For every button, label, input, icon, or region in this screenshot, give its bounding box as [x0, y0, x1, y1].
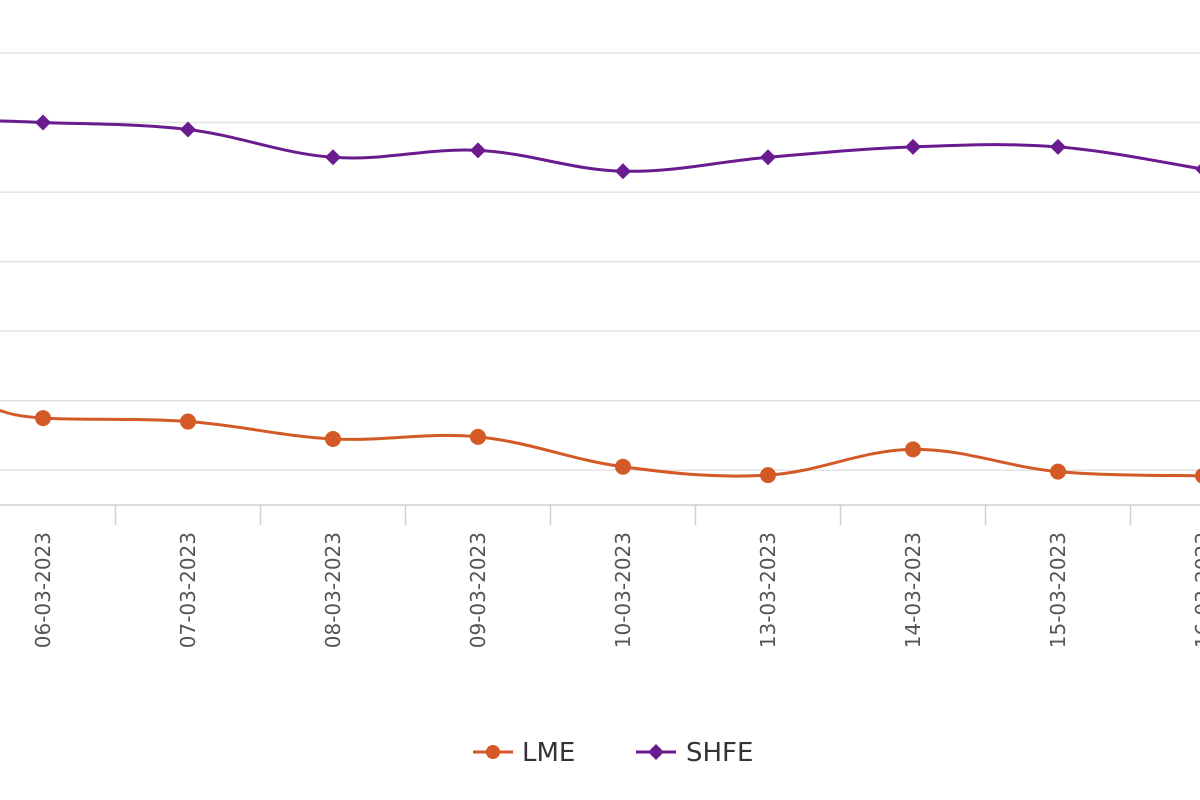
- data-point-shfe[interactable]: [615, 163, 631, 180]
- legend-marker-lme: [486, 745, 500, 759]
- x-tick-label: 06-03-2023: [31, 532, 55, 648]
- data-point-shfe[interactable]: [35, 114, 51, 131]
- x-tick-label: 13-03-2023: [756, 532, 780, 648]
- legend-label-lme: LME: [522, 738, 575, 768]
- data-point-shfe[interactable]: [180, 121, 196, 138]
- series-layer: [0, 114, 1200, 484]
- series-shfe: [0, 114, 1200, 180]
- legend-item-shfe[interactable]: SHFE: [636, 738, 753, 768]
- series-line-lme: [0, 408, 1200, 478]
- legend-item-lme[interactable]: LME: [473, 738, 575, 768]
- data-point-shfe[interactable]: [470, 142, 486, 159]
- x-tick-label: 09-03-2023: [466, 532, 490, 648]
- data-point-lme[interactable]: [470, 428, 486, 445]
- data-point-shfe[interactable]: [905, 138, 921, 155]
- x-tick-label: 08-03-2023: [321, 532, 345, 648]
- data-point-shfe[interactable]: [1050, 138, 1066, 155]
- x-axis: 06-03-2023 07-03-2023 08-03-2023 09-03-2023…: [0, 504, 1200, 648]
- data-point-lme[interactable]: [180, 413, 196, 430]
- series-line-shfe: [0, 119, 1200, 173]
- data-point-shfe[interactable]: [760, 149, 776, 166]
- data-point-lme[interactable]: [615, 458, 631, 475]
- x-tick-label: 14-03-2023: [901, 532, 925, 648]
- data-point-lme[interactable]: [1050, 463, 1066, 480]
- data-point-shfe[interactable]: [1195, 161, 1200, 177]
- data-point-lme[interactable]: [35, 410, 51, 427]
- x-tick-label: 16-03-2023: [1191, 532, 1200, 648]
- data-point-shfe[interactable]: [325, 149, 341, 166]
- x-tick-label: 10-03-2023: [611, 532, 635, 648]
- legend: LME SHFE: [473, 738, 753, 768]
- legend-label-shfe: SHFE: [686, 738, 753, 768]
- series-lme: [0, 408, 1200, 484]
- data-point-lme[interactable]: [325, 430, 341, 447]
- data-point-lme[interactable]: [905, 441, 921, 458]
- data-point-lme[interactable]: [760, 467, 776, 484]
- x-tick-label: 15-03-2023: [1046, 532, 1070, 648]
- legend-marker-shfe: [648, 744, 664, 760]
- data-point-lme[interactable]: [1195, 468, 1200, 484]
- x-tick-label: 07-03-2023: [176, 532, 200, 648]
- gridlines: [0, 52, 1200, 471]
